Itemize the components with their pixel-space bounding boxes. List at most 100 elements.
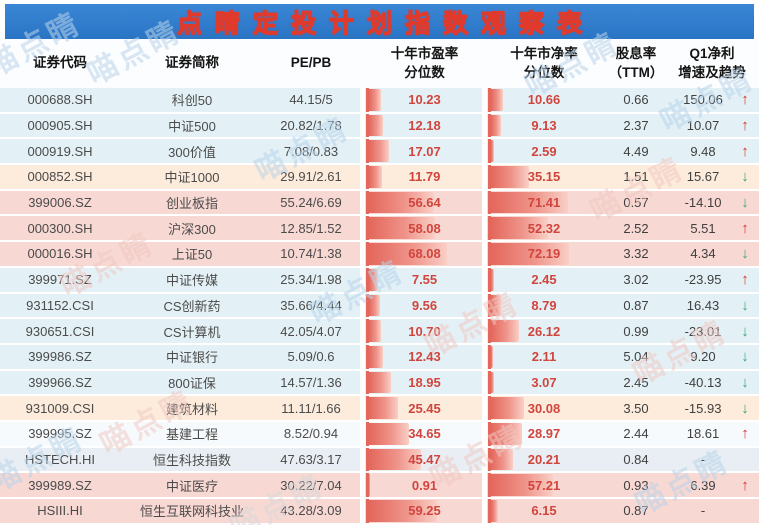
title-bar: 点睛定投计划指数观察表 [5, 4, 754, 39]
dividend-yield-value: 5.04 [623, 349, 649, 365]
pe-percentile-bar [369, 166, 383, 188]
q1-growth-value: -23.95 [684, 272, 722, 288]
security-code: 930651.CSI [25, 323, 95, 339]
pe-pb-value: 29.91/2.61 [280, 169, 342, 185]
pe-pb-value: 35.66/4.44 [280, 297, 342, 313]
q1-growth-value: -15.93 [684, 400, 722, 416]
pe-pb-value: 44.15/5 [289, 92, 333, 108]
pb-percentile-value: 72.19 [527, 246, 561, 262]
trend-down-arrow-icon: ↓ [741, 245, 749, 263]
trend-none [734, 499, 756, 523]
security-name: 建筑材料 [165, 401, 218, 417]
q1-growth-value: 5.51 [690, 220, 716, 236]
dividend-yield-value: 2.37 [623, 118, 649, 134]
pb-percentile-value: 2.45 [531, 272, 557, 288]
security-name: 中证传媒 [165, 273, 218, 289]
trend-down-arrow-icon: ↓ [741, 296, 749, 314]
dividend-yield-value: 3.50 [623, 400, 649, 416]
table-row: 000016.SH 上证50 10.74/1.38 68.08 72.19 3.32 4.3… [0, 242, 759, 268]
pe-pb-value: 8.52/0.94 [283, 426, 339, 442]
pe-percentile-bar [369, 140, 389, 163]
pb-percentile-bar [491, 166, 529, 188]
security-name: CS计算机 [163, 324, 221, 340]
header-pb-percentile: 十年市净率 分位数 [510, 46, 578, 80]
pe-pb-value: 7.08/0.83 [283, 143, 339, 159]
pe-percentile-value: 9.56 [411, 297, 438, 313]
pe-bar-axis [366, 190, 369, 215]
header-dividend-yield: 股息率 （TTM） [608, 46, 664, 80]
dividend-yield-value: 0.93 [623, 477, 649, 493]
pb-percentile-bar [491, 500, 498, 522]
pe-pb-value: 12.85/1.52 [280, 220, 342, 236]
pe-percentile-bar [369, 89, 381, 111]
table-row: 930651.CSI CS计算机 42.05/4.07 10.70 26.12 0.99 -… [0, 319, 759, 345]
pe-percentile-value: 25.45 [408, 400, 441, 416]
security-code: 000016.SH [27, 246, 93, 262]
pb-percentile-bar [491, 448, 513, 471]
pe-percentile-bar [369, 345, 384, 368]
pe-bar-axis [366, 139, 369, 164]
pe-percentile-bar [369, 500, 437, 522]
pb-percentile-bar [491, 474, 553, 496]
header-pe-percentile: 十年市盈率 分位数 [390, 46, 459, 80]
pe-percentile-value: 11.79 [408, 169, 441, 185]
pe-pb-value: 5.09/0.6 [287, 349, 335, 365]
pe-percentile-value: 7.55 [411, 272, 438, 288]
security-name: 基建工程 [165, 427, 218, 443]
dividend-yield-value: 0.66 [623, 92, 649, 108]
trend-up-arrow-icon: ↑ [741, 476, 749, 494]
pb-percentile-bar [491, 89, 503, 111]
pb-percentile-value: 2.11 [531, 349, 557, 365]
pe-percentile-bar [369, 243, 447, 265]
dividend-yield-value: 2.45 [623, 374, 649, 390]
pb-percentile-value: 52.32 [527, 220, 561, 236]
pb-bar-axis [488, 267, 491, 292]
trend-up-arrow-icon: ↑ [741, 219, 749, 237]
table-row: 000688.SH 科创50 44.15/5 10.23 10.66 0.66 150.06… [0, 88, 759, 114]
table-row: 399006.SZ 创业板指 55.24/6.69 56.64 71.41 0.57 -14… [0, 190, 759, 217]
q1-growth-value: 9.20 [690, 349, 716, 365]
q1-growth-value: 6.39 [690, 477, 716, 493]
table-row: 931152.CSI CS创新药 35.66/4.44 9.56 8.79 0.87 16.… [0, 293, 759, 320]
pe-bar-axis [366, 473, 369, 497]
pe-pb-value: 30.22/7.04 [280, 477, 342, 493]
pb-percentile-value: 3.07 [531, 374, 557, 390]
dividend-yield-value: 3.32 [623, 246, 649, 262]
pe-pb-value: 14.57/1.36 [280, 374, 342, 390]
pe-bar-axis [366, 499, 369, 523]
security-name: CS创新药 [163, 298, 221, 314]
pb-percentile-bar [491, 422, 523, 445]
pb-percentile-value: 2.59 [531, 143, 557, 159]
security-name: 科创50 [171, 93, 213, 109]
pe-pb-value: 55.24/6.69 [280, 195, 342, 211]
table-row: 399971.SZ 中证传媒 25.34/1.98 7.55 2.45 3.02 -23.9… [0, 267, 759, 294]
table-row: 399995.SZ 基建工程 8.52/0.94 34.65 28.97 2.44 18.6… [0, 421, 759, 448]
pe-percentile-value: 59.25 [408, 503, 441, 519]
header-pe-pb: PE/PB [290, 55, 332, 71]
security-code: HSTECH.HI [24, 451, 96, 467]
pe-bar-axis [366, 319, 369, 343]
security-code: 399006.SZ [28, 195, 92, 211]
header-security-name: 证券简称 [165, 55, 219, 71]
pb-bar-axis [488, 396, 491, 420]
security-name: 中证1000 [164, 170, 220, 186]
table-body: 000688.SH 科创50 44.15/5 10.23 10.66 0.66 150.06… [0, 88, 759, 525]
pe-percentile-bar [369, 422, 409, 445]
trend-none [734, 448, 756, 472]
pb-percentile-value: 6.15 [531, 503, 557, 519]
q1-growth-value: -40.13 [684, 374, 722, 390]
pb-bar-axis [488, 216, 491, 241]
pe-bar-axis [366, 113, 369, 138]
pe-pb-value: 47.63/3.17 [280, 451, 342, 467]
pe-bar-axis [366, 344, 369, 369]
security-code: 399966.SZ [28, 374, 92, 390]
trend-down-arrow-icon: ↓ [741, 322, 749, 340]
security-name: 上证50 [171, 247, 213, 263]
table-row: 399986.SZ 中证银行 5.09/0.6 12.43 2.11 5.04 9.20 ↓ [0, 344, 759, 371]
pe-percentile-value: 34.65 [408, 426, 441, 442]
pe-percentile-value: 17.07 [408, 143, 441, 159]
pb-percentile-value: 10.66 [527, 92, 561, 108]
q1-growth-value: - [700, 451, 706, 467]
security-code: 000919.SH [27, 143, 93, 159]
